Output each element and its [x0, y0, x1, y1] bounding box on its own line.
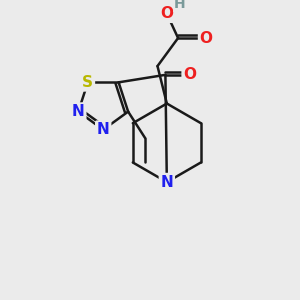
- Text: N: N: [72, 104, 85, 119]
- Text: O: O: [183, 67, 196, 82]
- Text: N: N: [97, 122, 110, 137]
- Text: H: H: [174, 0, 186, 11]
- Text: O: O: [200, 31, 213, 46]
- Text: S: S: [82, 75, 93, 90]
- Text: N: N: [160, 175, 173, 190]
- Text: O: O: [160, 6, 173, 21]
